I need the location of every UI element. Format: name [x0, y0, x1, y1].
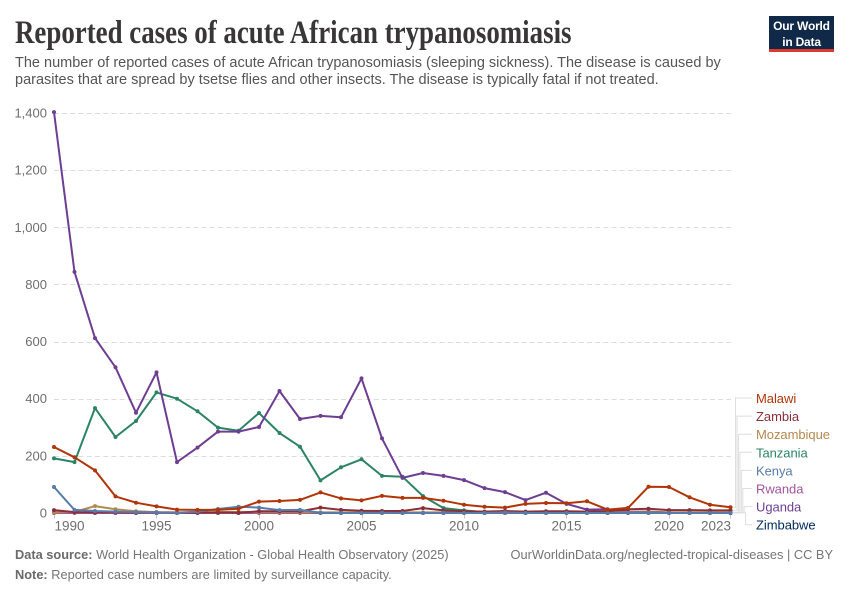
svg-text:2005: 2005: [346, 519, 376, 534]
svg-text:Malawi: Malawi: [756, 391, 796, 406]
svg-text:2015: 2015: [551, 519, 581, 534]
svg-text:Zimbabwe: Zimbabwe: [756, 518, 816, 533]
svg-text:200: 200: [25, 448, 47, 463]
svg-text:2023: 2023: [701, 519, 731, 534]
svg-text:Tanzania: Tanzania: [756, 445, 808, 460]
svg-text:1990: 1990: [55, 519, 85, 534]
svg-text:800: 800: [25, 277, 47, 292]
svg-text:2010: 2010: [449, 519, 479, 534]
svg-text:1,400: 1,400: [14, 106, 47, 121]
svg-text:2000: 2000: [244, 519, 274, 534]
svg-text:400: 400: [25, 391, 47, 406]
svg-text:Zambia: Zambia: [756, 409, 800, 424]
svg-text:Kenya: Kenya: [756, 463, 793, 478]
svg-text:0: 0: [40, 506, 47, 521]
svg-text:1,000: 1,000: [14, 220, 47, 235]
svg-text:Uganda: Uganda: [756, 500, 802, 515]
svg-text:600: 600: [25, 334, 47, 349]
svg-text:2020: 2020: [654, 519, 684, 534]
svg-text:Rwanda: Rwanda: [756, 482, 804, 497]
svg-text:1,200: 1,200: [14, 163, 47, 178]
svg-text:Mozambique: Mozambique: [756, 427, 830, 442]
svg-text:1995: 1995: [141, 519, 171, 534]
